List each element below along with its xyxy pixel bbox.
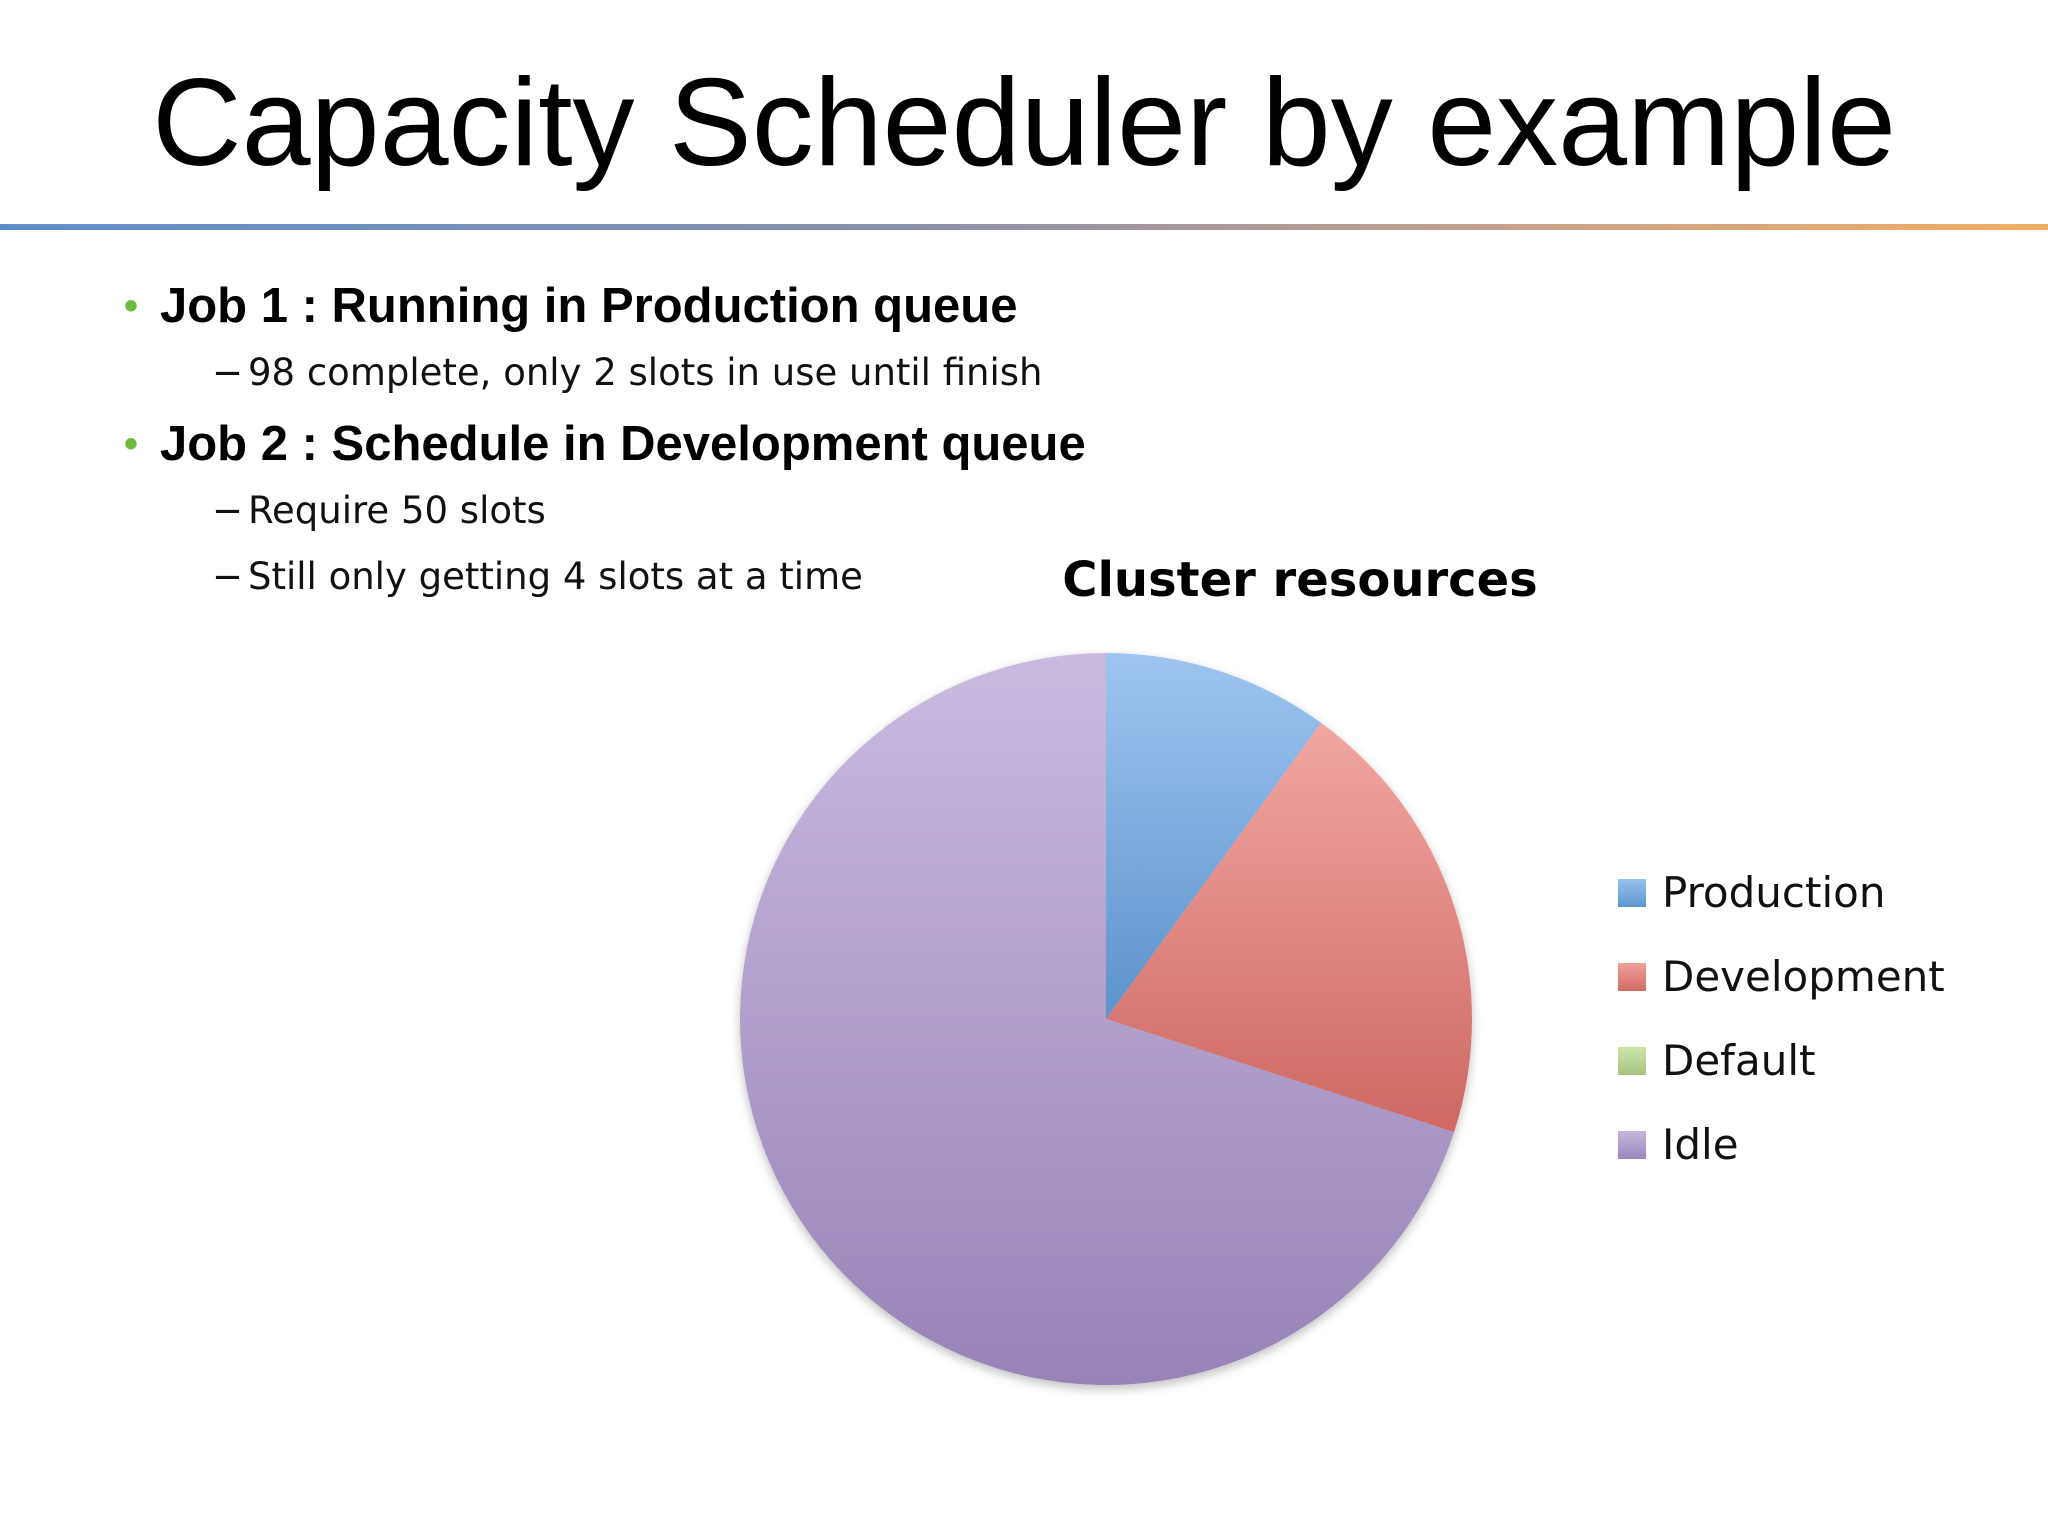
bullet-text: Job 2 : Schedule in Development queue (160, 417, 1086, 471)
dash-marker: − (212, 555, 244, 598)
sub-bullet: − Require 50 slots (212, 486, 546, 536)
legend-label: Idle (1662, 1120, 1739, 1169)
legend-label: Development (1662, 952, 1945, 1001)
legend-item-idle: Idle (1618, 1114, 2018, 1198)
legend-swatch (1618, 1131, 1646, 1159)
legend-swatch (1618, 879, 1646, 907)
legend-label: Default (1662, 1036, 1816, 1085)
sub-bullet-text: Still only getting 4 slots at a time (248, 555, 863, 598)
sub-bullet-text: 98 complete, only 2 slots in use until f… (248, 351, 1043, 394)
bullet-dot: • (124, 422, 139, 466)
bullet-text: Job 1 : Running in Production queue (160, 279, 1018, 333)
legend-label: Production (1662, 868, 1886, 917)
pie-slice-development (1106, 722, 1472, 1133)
legend-swatch (1618, 963, 1646, 991)
legend-swatch (1618, 1047, 1646, 1075)
pie-slice-production (1106, 653, 1322, 1019)
legend-item-development: Development (1618, 946, 2018, 1030)
chart-title: Cluster resources (1062, 552, 1538, 608)
bullet-dot: • (124, 284, 139, 328)
title-divider (0, 224, 2048, 230)
dash-marker: − (212, 351, 244, 394)
legend-item-production: Production (1618, 862, 2018, 946)
slide-title: Capacity Scheduler by example (152, 54, 1896, 192)
legend-item-default: Default (1618, 1030, 2018, 1114)
sub-bullet: − Still only getting 4 slots at a time (212, 552, 863, 602)
chart-legend: Production Development Default Idle (1618, 862, 2018, 1198)
dash-marker: − (212, 489, 244, 532)
pie-slice-idle (739, 653, 1455, 1385)
sub-bullet-text: Require 50 slots (248, 489, 546, 532)
pie-slices (739, 653, 1472, 1385)
sub-bullet: −98 complete, only 2 slots in use until … (212, 348, 1043, 398)
bullet-list: • Job 1 : Running in Production queue −9… (0, 0, 2048, 640)
